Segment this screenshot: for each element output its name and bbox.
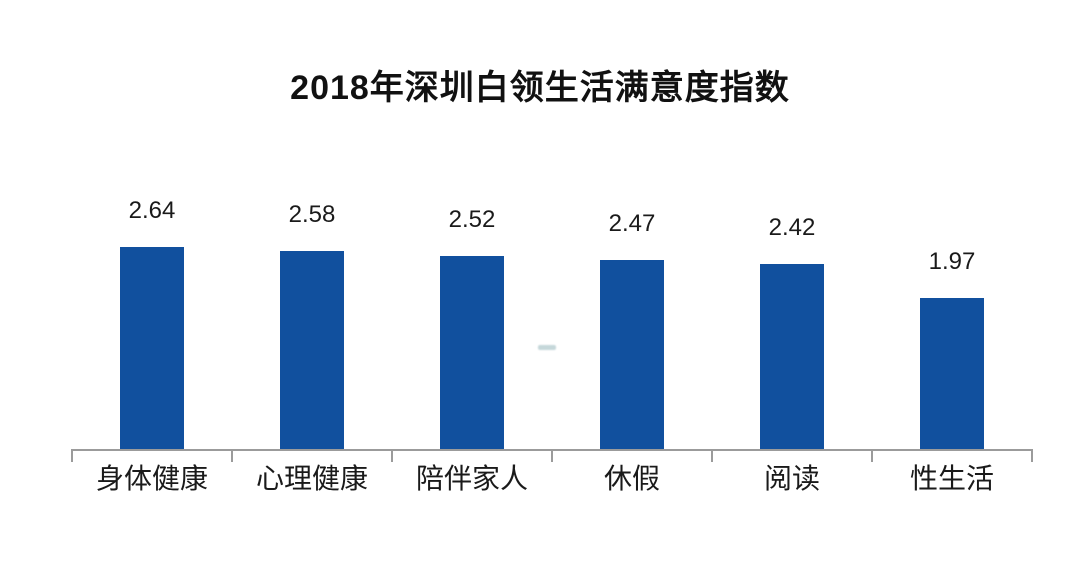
x-axis-tick-2	[391, 449, 393, 462]
x-axis-tick-3	[551, 449, 553, 462]
bar-3	[600, 260, 664, 450]
chart-title: 2018年深圳白领生活满意度指数	[290, 69, 790, 107]
x-axis-tick-5	[871, 449, 873, 462]
category-label-4: 阅读	[763, 463, 820, 494]
bar-value-label-3: 2.47	[608, 210, 656, 237]
bar-value-label-0: 2.64	[128, 197, 176, 224]
bar-0	[120, 247, 184, 450]
category-label-5: 性生活	[909, 463, 994, 494]
watermark-dash	[538, 345, 556, 350]
bar-value-label-2: 2.52	[448, 206, 496, 233]
x-axis-tick-6	[1031, 449, 1033, 462]
x-axis-tick-1	[231, 449, 233, 462]
bar-1	[280, 251, 344, 450]
bar-2	[440, 256, 504, 450]
bar-value-label-5: 1.97	[928, 248, 976, 275]
category-label-3: 休假	[603, 463, 660, 494]
category-label-1: 心理健康	[255, 463, 368, 494]
x-axis-tick-4	[711, 449, 713, 462]
x-axis-tick-0	[71, 449, 73, 462]
category-label-0: 身体健康	[95, 463, 208, 494]
bar-4	[760, 264, 824, 450]
bar-5	[920, 298, 984, 450]
category-label-2: 陪伴家人	[415, 463, 528, 494]
bar-value-label-1: 2.58	[288, 201, 336, 228]
bar-value-label-4: 2.42	[768, 214, 816, 241]
